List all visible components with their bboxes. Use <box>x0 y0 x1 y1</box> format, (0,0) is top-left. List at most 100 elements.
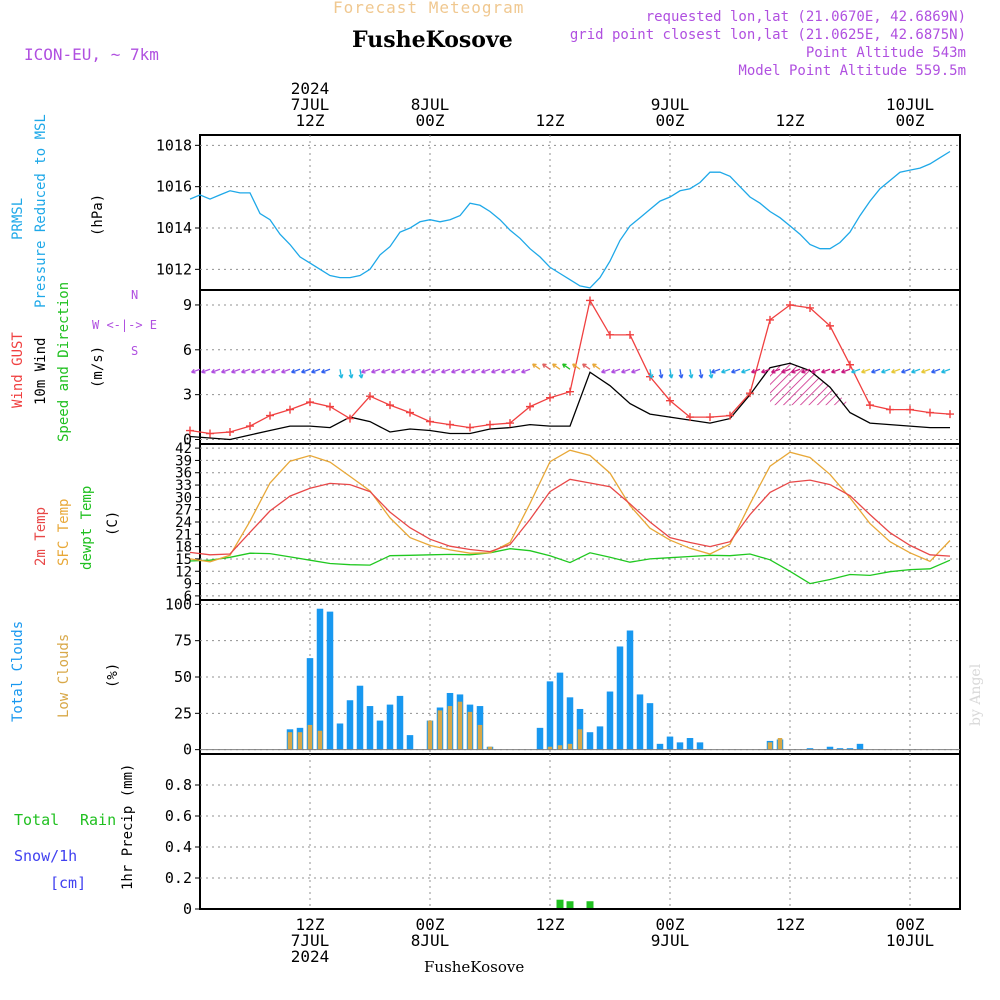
ytick-label-temperature: 12 <box>175 564 192 580</box>
wind-label: 10m Wind <box>33 337 49 405</box>
page-title: FusheKosove <box>352 27 513 53</box>
gust-marker <box>406 408 414 417</box>
wind-direction-arrow <box>211 368 221 374</box>
wind-direction-arrow <box>771 368 781 374</box>
low-cloud-bar <box>437 710 443 750</box>
cloud-unit: (%) <box>105 662 121 688</box>
wind-direction-arrow <box>321 368 331 374</box>
total-cloud-bar <box>856 743 864 750</box>
point-altitude: Point Altitude 543m <box>805 45 966 61</box>
wind-direction-arrow <box>941 368 951 374</box>
wind-direction-arrow <box>851 368 861 374</box>
top-axis-label: 12Z <box>295 111 325 130</box>
top-axis-label: 00Z <box>895 111 925 130</box>
ytick-label-precipitation: 0.2 <box>165 869 192 887</box>
wind-direction-arrow <box>861 368 871 374</box>
panel-frame-pressure <box>199 134 961 291</box>
dew-label: dewpt Temp <box>79 485 95 570</box>
rain-bar <box>586 901 594 909</box>
wind-direction-arrow <box>711 368 721 374</box>
gust-marker <box>686 413 694 422</box>
wind-direction-arrow <box>931 368 941 374</box>
total-cloud-bar <box>396 695 404 750</box>
bot-axis-label: 10JUL <box>885 931 935 950</box>
gust-marker <box>426 417 434 426</box>
ytick-label-temperature: 15 <box>175 552 192 568</box>
wind-direction-arrow <box>841 368 851 374</box>
gust-marker <box>846 360 854 369</box>
gust-marker <box>946 410 954 419</box>
wind-direction-arrow <box>891 368 901 374</box>
wind-direction-arrow <box>231 368 241 374</box>
wind-direction-arrow <box>481 368 491 374</box>
gust-marker <box>206 429 214 438</box>
bot-axis-label: 12Z <box>295 915 325 934</box>
top-axis-label: 10JUL <box>885 95 935 114</box>
gust-marker <box>886 405 894 414</box>
compass-s: S <box>131 344 139 358</box>
ytick-label-pressure: 1012 <box>156 260 192 278</box>
closest-coords: grid point closest lon,lat (21.0625E, 42… <box>569 27 966 43</box>
wind-direction-arrow <box>678 369 684 379</box>
ytick-label-pressure: 1016 <box>156 178 192 196</box>
total-cloud-label: Total Clouds <box>10 620 26 722</box>
precip-snow-label: Snow/1h <box>14 847 78 865</box>
wind-direction-arrow <box>301 368 311 374</box>
ytick-label-clouds: 0 <box>183 741 192 759</box>
gust-marker <box>726 411 734 420</box>
total-cloud-bar <box>696 742 704 750</box>
total-cloud-bar <box>686 738 694 750</box>
ytick-label-wind: 6 <box>183 341 192 359</box>
gust-marker <box>906 405 914 414</box>
ytick-label-clouds: 25 <box>174 704 192 722</box>
total-cloud-bar <box>546 681 554 750</box>
total-cloud-bar <box>576 708 584 750</box>
precip-cm-label: [cm] <box>50 874 87 892</box>
low-cloud-bar <box>447 706 453 750</box>
total-cloud-bar <box>636 694 644 750</box>
ytick-label-precipitation: 0.6 <box>165 807 192 825</box>
wind-direction-arrow <box>698 369 704 379</box>
gust-marker <box>706 413 714 422</box>
wind-direction-arrow <box>562 363 571 370</box>
bot-axis-label: 2024 <box>290 947 330 966</box>
dewpoint-line <box>189 548 951 585</box>
wind-direction-arrow <box>221 368 231 374</box>
total-cloud-bar <box>456 694 464 750</box>
gust-marker <box>506 419 514 428</box>
total-cloud-bar <box>446 692 454 750</box>
model-altitude: Model Point Altitude 559.5m <box>738 63 966 79</box>
gust-marker <box>246 422 254 431</box>
wind-direction-arrow <box>631 368 641 374</box>
ytick-label-precipitation: 0 <box>183 900 192 918</box>
low-cloud-bar <box>767 742 773 750</box>
rain-bar <box>566 901 574 909</box>
total-cloud-bar <box>296 727 304 750</box>
ytick-label-temperature: 24 <box>175 515 192 531</box>
wind-hatch-area <box>770 363 850 406</box>
total-cloud-bar <box>386 704 394 750</box>
total-cloud-bar <box>286 729 294 750</box>
total-cloud-bar <box>376 720 384 750</box>
gust-marker <box>466 423 474 432</box>
total-cloud-bar <box>646 703 654 750</box>
gust-marker <box>226 428 234 437</box>
top-axis-label: 8JUL <box>410 95 450 114</box>
watermark: by Angel <box>968 663 984 726</box>
wind-direction-arrow <box>821 368 831 374</box>
bot-axis-label: 00Z <box>655 915 685 934</box>
wind-direction-arrow <box>201 368 211 374</box>
gust-marker <box>486 420 494 429</box>
ytick-label-temperature: 33 <box>175 478 192 494</box>
precip-axis-label: 1hr Precip (mm) <box>120 763 136 890</box>
gust-marker <box>646 372 654 381</box>
low-cloud-bar <box>567 743 573 750</box>
panel-frame-precipitation <box>199 753 961 910</box>
sfc-temp-line <box>189 449 951 563</box>
wind-speed-line <box>189 362 950 441</box>
ytick-label-temperature: 21 <box>175 527 192 543</box>
wind-direction-arrow <box>421 368 431 374</box>
gust-marker <box>626 330 634 339</box>
wind-direction-arrow <box>241 368 251 374</box>
total-cloud-bar <box>436 707 444 750</box>
